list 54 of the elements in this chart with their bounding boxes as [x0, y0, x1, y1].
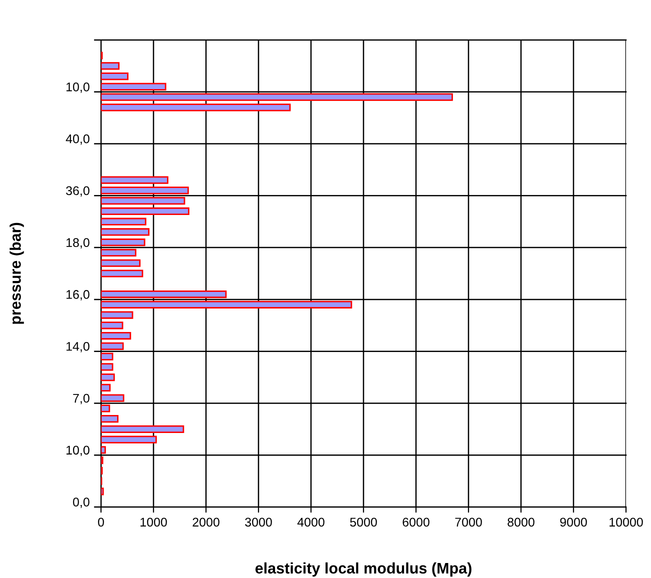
x-tick-label: 4000 [297, 518, 324, 527]
bar [101, 270, 144, 278]
bar [101, 311, 134, 319]
bar [101, 446, 106, 454]
y-tick-label: 40,0 [66, 134, 90, 145]
x-tick-label: 2000 [192, 518, 220, 527]
bar [101, 248, 136, 257]
bar [101, 72, 128, 80]
bar [101, 425, 184, 433]
y-tick-label: 10,0 [66, 82, 90, 93]
bar [101, 414, 118, 423]
x-tick-label: 1000 [140, 518, 167, 527]
bar [101, 332, 132, 340]
x-tick-label: 7000 [455, 518, 482, 527]
bar [101, 104, 291, 112]
bar [101, 197, 186, 205]
bar [101, 176, 168, 184]
bar [101, 62, 120, 70]
bar [101, 290, 227, 298]
bar [101, 259, 141, 267]
bar [101, 436, 157, 444]
bar [101, 373, 115, 382]
y-tick-label: 16,0 [66, 290, 90, 300]
bar [101, 322, 124, 330]
bar [101, 404, 110, 412]
bar [101, 238, 146, 246]
bar [101, 352, 114, 360]
bar [101, 488, 104, 496]
bar [101, 93, 453, 101]
y-axis-title: pressure (bar) [10, 222, 24, 324]
x-tick-label: 3000 [245, 518, 272, 527]
bar [101, 218, 146, 226]
bar [101, 186, 189, 194]
y-tick-label: 0,0 [73, 498, 90, 508]
bar [101, 207, 190, 216]
bar [101, 228, 150, 236]
bar [101, 394, 124, 402]
y-tick-label: 7,0 [73, 394, 90, 404]
x-tick-label: 0 [98, 518, 104, 527]
bar [101, 300, 352, 308]
y-tick-label: 14,0 [66, 342, 90, 352]
bar [101, 384, 111, 392]
x-tick-label: 10000 [610, 518, 643, 527]
bar [101, 363, 114, 371]
y-tick-label: 10,0 [66, 446, 90, 456]
x-tick-label: 5000 [350, 518, 377, 527]
bar [101, 342, 124, 350]
y-tick-label: 18,0 [66, 238, 90, 248]
bar [101, 82, 166, 91]
x-axis-title: elasticity local modulus (Mpa) [255, 562, 472, 577]
y-tick-label: 36,0 [66, 186, 90, 197]
x-tick-label: 9000 [560, 518, 587, 527]
x-tick-label: 6000 [402, 518, 430, 527]
x-tick-label: 8000 [508, 518, 534, 527]
